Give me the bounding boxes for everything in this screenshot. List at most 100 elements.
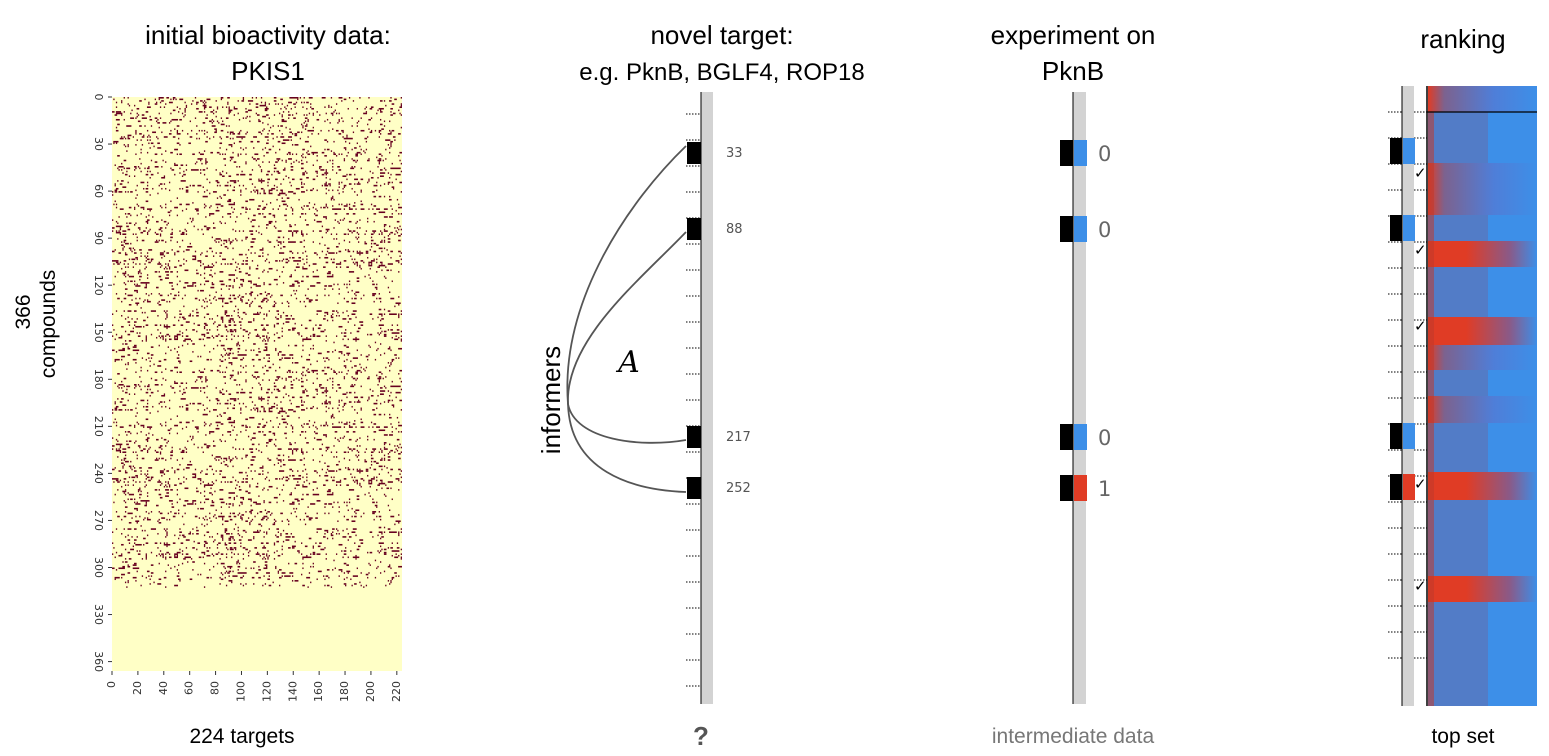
heatmap-cell [302, 126, 304, 129]
heatmap-cell [294, 442, 296, 444]
heatmap-cell [238, 539, 242, 541]
heatmap-cell [253, 432, 256, 435]
heatmap-cell [127, 145, 129, 148]
heatmap-cell [154, 166, 159, 168]
heatmap-cell [282, 484, 285, 486]
heatmap-cell [367, 438, 369, 441]
heatmap-cell [206, 189, 208, 192]
heatmap-cell [223, 565, 225, 568]
heatmap-cell [360, 418, 362, 421]
heatmap-cell [355, 373, 358, 375]
heatmap-cell [149, 412, 151, 414]
heatmap-cell [180, 451, 185, 454]
heatmap-cell [236, 344, 238, 347]
heatmap-cell [185, 407, 189, 410]
x-tick-label: 20 [131, 681, 144, 695]
heatmap-cell [218, 324, 221, 326]
heatmap-cell [298, 503, 300, 505]
heatmap-cell [202, 517, 204, 519]
heatmap-cell [398, 453, 401, 455]
heatmap-cell [400, 263, 402, 265]
heatmap-cell [185, 426, 188, 428]
heatmap-cell [376, 506, 378, 508]
heatmap-cell [373, 413, 377, 416]
heatmap-cell [263, 487, 265, 490]
heatmap-cell [139, 467, 142, 469]
heatmap-cell [338, 357, 340, 359]
heatmap-cell [291, 327, 296, 330]
heatmap-cell [166, 310, 168, 312]
heatmap-cell [114, 467, 116, 469]
heatmap-cell [333, 111, 335, 113]
heatmap-cell [396, 220, 400, 223]
heatmap-cell [356, 445, 358, 447]
heatmap-cell [325, 253, 327, 256]
heatmap-cell [247, 100, 254, 102]
heatmap-cell [369, 346, 371, 348]
heatmap-cell [170, 511, 172, 513]
heatmap-cell [215, 203, 221, 206]
heatmap-cell [372, 318, 374, 320]
heatmap-cell [295, 405, 300, 408]
heatmap-cell [326, 379, 329, 381]
heatmap-cell [354, 183, 356, 185]
heatmap-cell [227, 481, 229, 483]
heatmap-cell [316, 471, 318, 474]
heatmap-cell [210, 487, 212, 490]
heatmap-cell [330, 416, 333, 419]
heatmap-cell [268, 336, 270, 339]
heatmap-cell [277, 454, 281, 457]
heatmap-cell [260, 233, 263, 236]
heatmap-cell [234, 238, 237, 240]
heatmap-cell [130, 214, 132, 217]
heatmap-cell [332, 166, 334, 168]
heatmap-cell [383, 443, 386, 446]
heatmap-cell [255, 377, 257, 380]
heatmap-cell [395, 448, 397, 450]
heatmap-cell [273, 225, 276, 228]
heatmap-cell [172, 109, 176, 112]
heatmap-cell [267, 550, 269, 552]
heatmap-cell [224, 354, 226, 356]
heatmap-cell [167, 482, 169, 485]
heatmap-cell [183, 391, 186, 394]
heatmap-cell [367, 435, 369, 438]
heatmap-cell [260, 307, 263, 309]
heatmap-cell [126, 440, 128, 443]
heatmap-cell [383, 241, 386, 243]
informer-curves [566, 145, 687, 493]
heatmap-cell [383, 401, 386, 403]
heatmap-cell [342, 131, 344, 134]
heatmap-cell [241, 300, 243, 303]
heatmap-cell [205, 140, 208, 143]
heatmap-cell [398, 565, 402, 568]
heatmap-cell [324, 390, 329, 392]
heatmap-cell [131, 318, 133, 320]
heatmap-cell [150, 391, 154, 394]
heatmap-cell [351, 289, 353, 292]
heatmap-cell [273, 522, 276, 524]
heatmap-cell [285, 321, 290, 323]
heatmap-cell [263, 189, 265, 192]
heatmap-cell [400, 556, 402, 559]
heatmap-cell [196, 107, 199, 110]
heatmap-cell [124, 460, 129, 463]
heatmap-cell [229, 330, 234, 333]
heatmap-cell [332, 492, 334, 494]
heatmap-cell [215, 169, 217, 171]
heatmap-cell [275, 478, 278, 480]
heatmap-cell [266, 572, 270, 574]
heatmap-cell [181, 335, 184, 337]
heatmap-cell [130, 548, 135, 551]
heatmap-cell [282, 454, 285, 457]
heatmap-cell [127, 481, 129, 483]
heatmap-cell [245, 111, 248, 113]
heatmap-cell [307, 586, 309, 588]
heatmap-cell [279, 569, 282, 571]
heatmap-cell [295, 187, 300, 190]
heatmap-cell [249, 173, 252, 176]
heatmap-cell [250, 470, 252, 472]
heatmap-cell [228, 324, 232, 326]
heatmap-cell [282, 236, 285, 239]
heatmap-cell [233, 498, 235, 501]
